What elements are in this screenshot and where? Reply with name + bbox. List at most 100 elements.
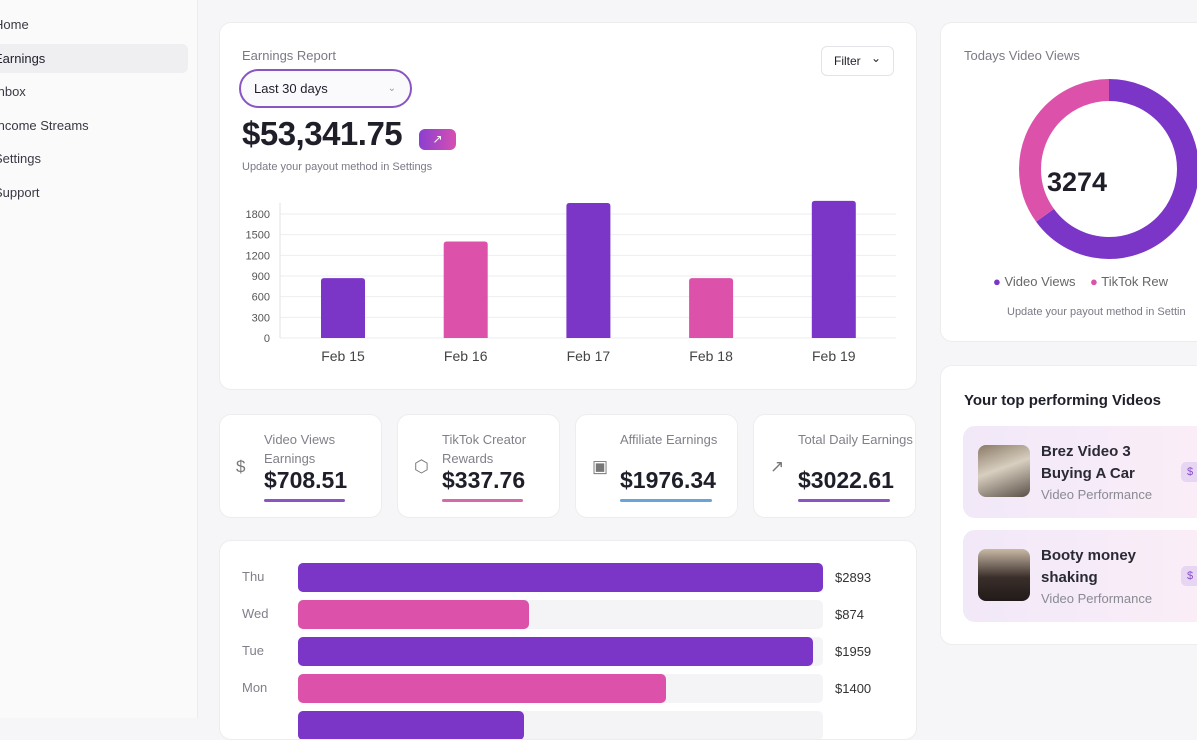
day-bar-row: Tue $1959 bbox=[220, 637, 916, 666]
earnings-bar-chart: 0 300 600 900 1200 1500 1800 Feb 15 Feb 16 Feb 17… bbox=[246, 200, 896, 364]
video-earnings-badge: $ bbox=[1181, 566, 1197, 586]
y-tick-label: 600 bbox=[252, 292, 270, 304]
y-tick-label: 1200 bbox=[246, 250, 270, 262]
day-value: $1400 bbox=[835, 681, 872, 696]
bar-track bbox=[298, 637, 823, 666]
video-item[interactable]: Booty money shaking Video Performance $ bbox=[963, 530, 1197, 622]
banknote-icon: ▣ bbox=[592, 457, 609, 476]
chevron-down-icon: ⌄ bbox=[870, 51, 881, 65]
legend-dot-video-views: ● bbox=[993, 274, 1001, 289]
stat-card: ↗ Total Daily Earnings $3022.61 bbox=[753, 414, 916, 518]
stat-label: Video Views Earnings bbox=[264, 432, 336, 466]
day-value: $2893 bbox=[835, 570, 872, 585]
day-bar-row: Mon $1400 bbox=[220, 674, 916, 703]
report-title: Earnings Report bbox=[242, 48, 336, 63]
y-tick-label: 900 bbox=[252, 271, 270, 283]
donut-legend: ● Video Views ● TikTok Rew bbox=[993, 274, 1168, 289]
bar-feb-18 bbox=[689, 278, 734, 338]
bar-fill bbox=[298, 637, 813, 666]
bar-track bbox=[298, 674, 823, 703]
stat-underline bbox=[620, 499, 712, 502]
x-tick-label: Feb 19 bbox=[812, 348, 856, 364]
stat-card: ▣ Affiliate Earnings $1976.34 bbox=[575, 414, 738, 518]
x-tick-label: Feb 17 bbox=[567, 348, 611, 364]
x-tick-label: Feb 16 bbox=[444, 348, 488, 364]
video-title: Brez Video 3 Buying A Car bbox=[1041, 443, 1135, 482]
day-bar-row: Wed $874 bbox=[220, 600, 916, 629]
chevron-down-icon: ⌄ bbox=[387, 83, 396, 94]
sidebar-item-inbox[interactable]: Inbox bbox=[0, 84, 26, 99]
video-subtitle: Video Performance bbox=[1041, 591, 1153, 606]
views-title: Todays Video Views bbox=[964, 48, 1080, 63]
x-tick-label: Feb 18 bbox=[689, 348, 733, 364]
donut-segment-1 bbox=[1019, 79, 1197, 259]
stat-value: $1976.34 bbox=[620, 467, 716, 493]
views-total: 3274 bbox=[1046, 167, 1108, 197]
video-title: Booty money shaking bbox=[1041, 547, 1137, 586]
box-icon: ⬡ bbox=[414, 457, 429, 476]
bar-feb-19 bbox=[811, 200, 856, 338]
y-tick-label: 300 bbox=[252, 312, 270, 324]
bar-feb-17 bbox=[566, 202, 611, 338]
legend-video-views: Video Views bbox=[1004, 274, 1076, 289]
earnings-report-card: Earnings Report Last 30 days ⌄ Filter ⌄ $5… bbox=[219, 22, 917, 390]
stat-underline bbox=[798, 499, 890, 502]
top-videos-card: Your top performing Videos Brez Video 3 … bbox=[940, 365, 1197, 645]
y-tick-label: 0 bbox=[264, 333, 270, 345]
video-thumbnail bbox=[978, 445, 1030, 497]
legend-dot-tiktok: ● bbox=[1090, 274, 1098, 289]
day-bar-row bbox=[220, 711, 916, 739]
trending-up-icon: ↗ bbox=[770, 457, 785, 476]
stat-card: $ Video Views Earnings $708.51 bbox=[219, 414, 382, 518]
video-thumbnail bbox=[978, 549, 1030, 601]
bar-fill bbox=[298, 563, 823, 592]
bar-fill bbox=[298, 600, 529, 629]
payout-note: Update your payout method in Settings bbox=[242, 161, 433, 173]
bar-fill bbox=[298, 711, 524, 739]
legend-tiktok: TikTok Rew bbox=[1101, 274, 1168, 289]
trending-up-icon: ↗ bbox=[419, 129, 456, 150]
day-bar-row: Thu $2893 bbox=[220, 563, 916, 592]
sidebar: Home Earnings Inbox Income Streams Setti… bbox=[0, 0, 198, 718]
video-subtitle: Video Performance bbox=[1041, 487, 1153, 502]
bar-track bbox=[298, 711, 823, 739]
video-item[interactable]: Brez Video 3 Buying A Car Video Performa… bbox=[963, 426, 1197, 518]
day-label: Mon bbox=[242, 680, 268, 695]
sidebar-item-support[interactable]: Support bbox=[0, 185, 40, 200]
sidebar-item-earnings[interactable]: Earnings bbox=[0, 44, 188, 73]
stat-underline bbox=[264, 499, 345, 502]
bar-feb-16 bbox=[443, 241, 488, 338]
stat-value: $337.76 bbox=[442, 467, 526, 493]
day-value: $874 bbox=[835, 607, 864, 622]
sidebar-item-income-streams[interactable]: Income Streams bbox=[0, 118, 89, 133]
x-tick-label: Feb 15 bbox=[321, 348, 365, 364]
daily-earnings-card: Thu $2893 Wed $874 Tue $1959 Mon $1400 bbox=[219, 540, 917, 740]
filter-button[interactable]: Filter ⌄ bbox=[821, 46, 894, 76]
dollar-icon: $ bbox=[236, 457, 246, 476]
day-value: $1959 bbox=[835, 644, 872, 659]
total-earnings: $53,341.75 bbox=[242, 115, 403, 152]
range-value: Last 30 days bbox=[254, 81, 328, 96]
y-tick-label: 1500 bbox=[246, 230, 270, 242]
bar-feb-15 bbox=[321, 278, 365, 338]
bar-track bbox=[298, 563, 823, 592]
bar-track bbox=[298, 600, 823, 629]
stat-label: Total Daily Earnings bbox=[798, 432, 913, 447]
video-views-card: Todays Video Views 3274 ● Video Views ● … bbox=[940, 22, 1197, 342]
day-label: Thu bbox=[242, 569, 265, 584]
range-select[interactable]: Last 30 days ⌄ bbox=[239, 69, 412, 108]
stat-card: ⬡ TikTok Creator Rewards $337.76 bbox=[397, 414, 560, 518]
filter-label: Filter bbox=[834, 54, 861, 68]
bar-fill bbox=[298, 674, 666, 703]
sidebar-item-home[interactable]: Home bbox=[0, 17, 29, 32]
stat-label: Affiliate Earnings bbox=[620, 432, 718, 447]
stat-value: $3022.61 bbox=[798, 467, 894, 493]
y-tick-label: 1800 bbox=[246, 209, 270, 221]
sidebar-item-settings[interactable]: Settings bbox=[0, 151, 41, 166]
stat-underline bbox=[442, 499, 523, 502]
day-label: Wed bbox=[242, 606, 269, 621]
views-note: Update your payout method in Settin bbox=[1007, 306, 1186, 318]
stat-value: $708.51 bbox=[264, 467, 348, 493]
stat-label: TikTok Creator Rewards bbox=[442, 432, 527, 466]
video-views-donut bbox=[1019, 79, 1197, 259]
